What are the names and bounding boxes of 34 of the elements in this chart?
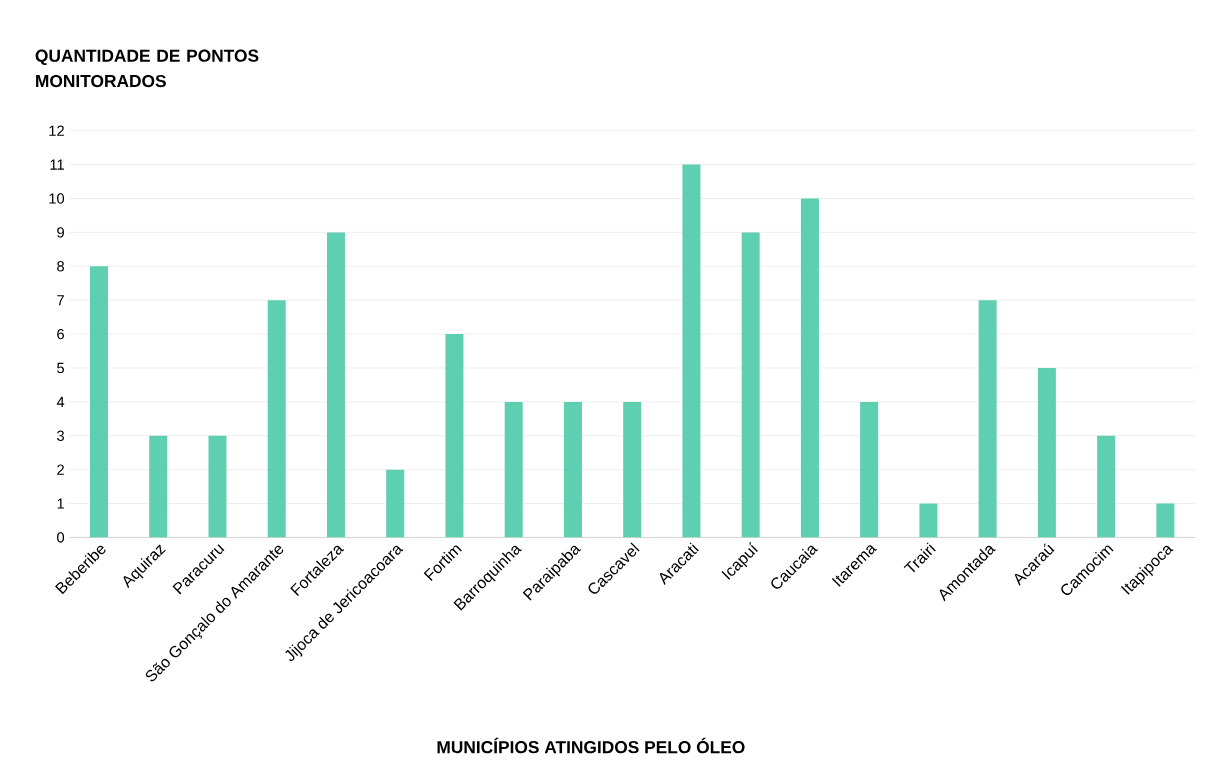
bar: [267, 300, 286, 538]
bar: [326, 232, 345, 538]
y-tick-label: 9: [57, 227, 64, 238]
bar: [563, 401, 582, 538]
y-axis-title: QUANTIDADE DE PONTOS MONITORADOS: [35, 49, 259, 88]
y-tick-label: 5: [57, 362, 65, 374]
bar: [1156, 503, 1175, 538]
y-tick-label: 3: [57, 430, 64, 441]
bar: [89, 266, 108, 538]
x-axis-title: MUNICÍPIOS ATINGIDOS PELO ÓLEO: [437, 737, 745, 754]
bar: [149, 435, 168, 538]
y-tick-label: 8: [57, 261, 64, 272]
bar: [445, 333, 464, 538]
bar: [919, 503, 938, 538]
bar: [682, 164, 701, 538]
bar: [386, 469, 405, 538]
bar: [1097, 435, 1116, 538]
y-tick-label: 2: [57, 464, 64, 475]
y-tick-label: 7: [57, 295, 64, 306]
y-tick-label: 12: [49, 125, 64, 136]
bar: [1037, 367, 1056, 538]
y-tick-label: 4: [56, 396, 65, 407]
bar: [860, 401, 879, 538]
bar: [800, 198, 819, 538]
y-tick-label: 1: [57, 498, 64, 509]
bar: [623, 401, 642, 538]
y-tick-label: 11: [50, 159, 64, 170]
bar: [504, 401, 523, 538]
bar: [741, 232, 760, 538]
y-tick-label: 10: [49, 193, 65, 204]
y-tick-label: 0: [57, 532, 65, 543]
bar: [208, 435, 227, 538]
y-tick-label: 6: [57, 328, 64, 340]
bar: [978, 300, 997, 538]
